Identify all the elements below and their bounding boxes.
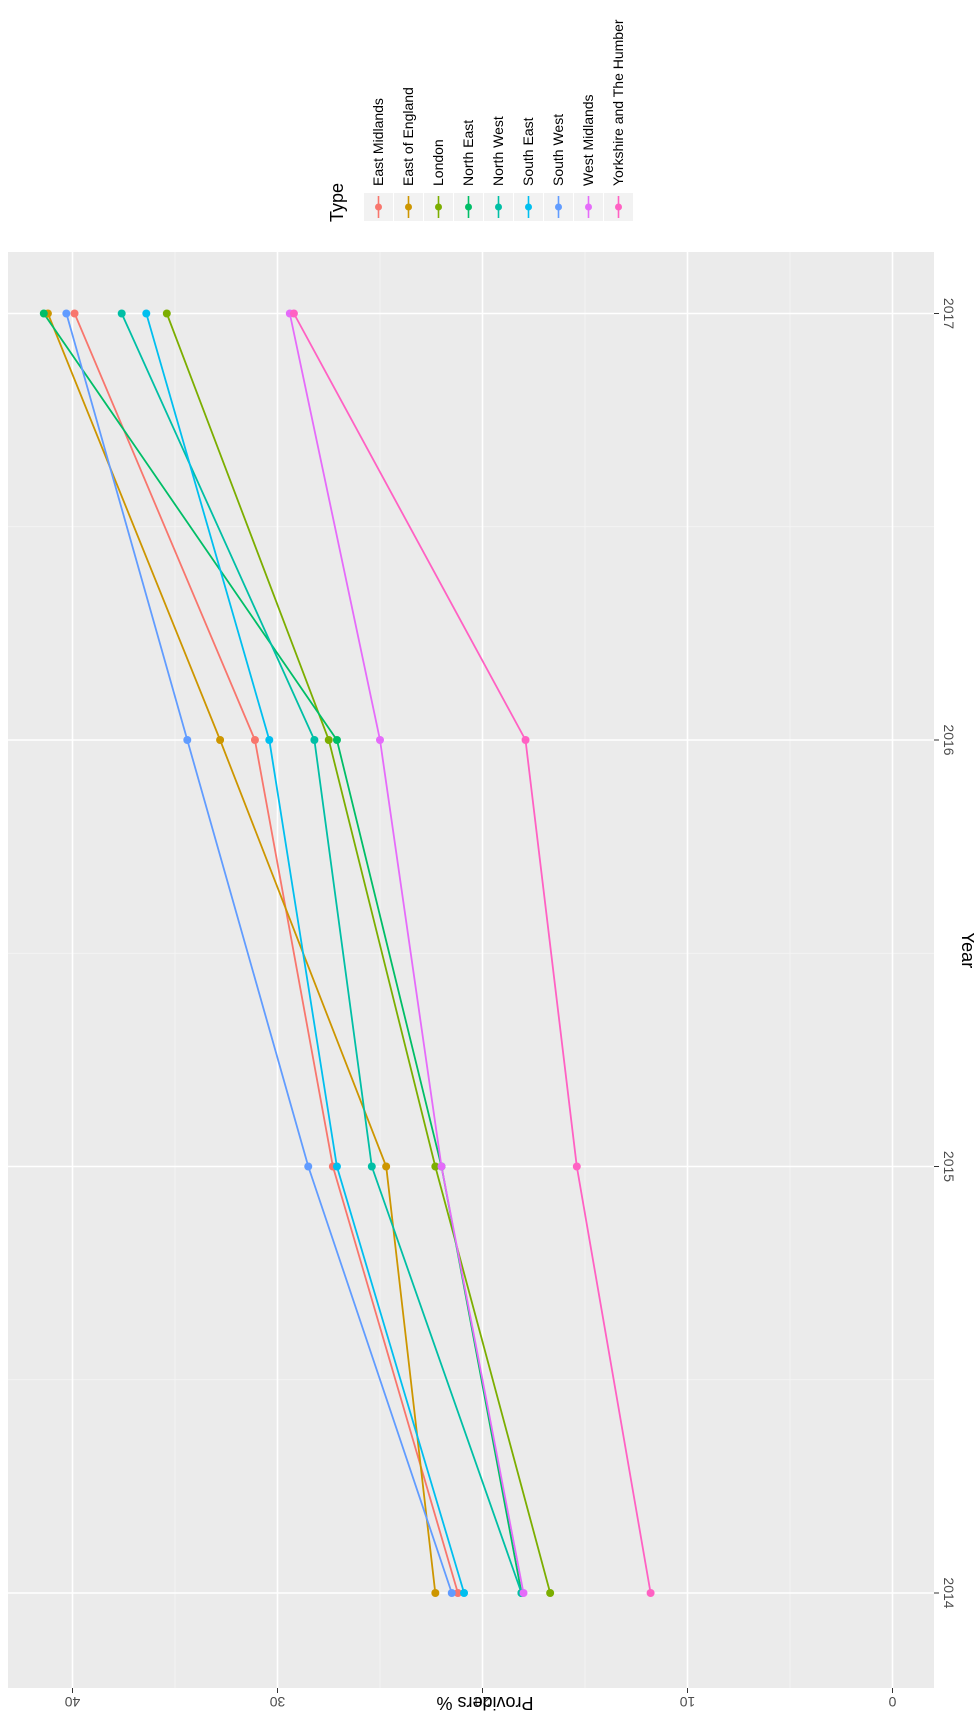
series-line xyxy=(65,313,453,1594)
series-line xyxy=(120,313,523,1594)
data-point xyxy=(521,736,530,744)
series-line xyxy=(73,313,459,1594)
legend-label: South West xyxy=(550,114,566,186)
legend-label: East Midlands xyxy=(370,98,386,186)
series-line xyxy=(43,312,523,1594)
data-point xyxy=(265,736,274,744)
legend-label: East of England xyxy=(400,87,416,186)
data-point xyxy=(453,1589,462,1597)
x-tick-label: 2017 xyxy=(941,298,957,329)
legend-key-point xyxy=(585,203,592,211)
series-line xyxy=(165,313,552,1594)
plot-panel xyxy=(8,252,934,1688)
y-axis-title: Providers % xyxy=(436,1693,533,1713)
data-point xyxy=(447,1589,456,1597)
legend-label: North West xyxy=(490,116,506,186)
data-point xyxy=(62,309,71,318)
data-point xyxy=(437,1162,446,1171)
data-point xyxy=(216,736,225,744)
legend-label: London xyxy=(430,139,446,186)
data-point xyxy=(250,736,259,744)
data-point xyxy=(546,1589,555,1597)
data-point xyxy=(289,309,298,318)
data-point xyxy=(70,309,79,318)
series-line xyxy=(145,313,465,1594)
legend-key-point xyxy=(525,203,532,211)
legend-label: Yorkshire and The Humber xyxy=(610,19,626,186)
y-tick-label: 10 xyxy=(680,1694,696,1710)
x-axis-title: Year xyxy=(958,932,974,968)
data-point xyxy=(376,736,384,744)
data-point xyxy=(304,1162,313,1171)
data-point xyxy=(117,309,126,318)
legend-key-point xyxy=(375,203,382,211)
legend-label: South East xyxy=(520,117,536,186)
legend: Type East Midlands East of England London N… xyxy=(327,19,633,222)
x-tick-label: 2014 xyxy=(941,1577,957,1608)
y-tick-label: 30 xyxy=(270,1694,286,1710)
data-point xyxy=(431,1162,440,1171)
data-point xyxy=(519,1589,528,1597)
data-point xyxy=(572,1162,581,1171)
y-tick-label: 20 xyxy=(475,1694,491,1710)
data-point xyxy=(460,1589,469,1597)
data-point xyxy=(332,1162,341,1171)
data-point xyxy=(324,736,333,744)
data-point xyxy=(382,1162,391,1171)
y-tick-label: 0 xyxy=(888,1694,896,1710)
legend-key-point xyxy=(405,203,412,211)
y-tick-label: 40 xyxy=(65,1694,81,1710)
data-point xyxy=(310,736,319,744)
series-line xyxy=(293,313,652,1594)
data-point xyxy=(142,309,151,318)
legend-key-point xyxy=(615,203,622,211)
data-point xyxy=(367,1162,376,1171)
series-line xyxy=(288,313,525,1594)
x-tick-label: 2015 xyxy=(941,1151,957,1182)
y-axis: 0 10 20 30 40 xyxy=(65,1688,896,1710)
legend-key-point xyxy=(555,203,562,211)
legend-key-point xyxy=(465,203,472,211)
legend-title: Type xyxy=(327,183,347,222)
legend-label: West Midlands xyxy=(580,94,596,186)
data-point xyxy=(332,736,341,744)
data-point xyxy=(183,736,192,744)
plot-area xyxy=(8,252,934,1688)
x-axis: 2014 2015 2016 2017 xyxy=(934,298,957,1609)
legend-key-point xyxy=(495,203,502,211)
legend-key-point xyxy=(435,203,442,211)
data-point xyxy=(646,1589,655,1597)
data-point xyxy=(39,309,48,318)
legend-label: North East xyxy=(460,120,476,186)
data-point xyxy=(431,1589,440,1597)
data-point xyxy=(162,309,171,318)
x-tick-label: 2016 xyxy=(941,724,957,755)
